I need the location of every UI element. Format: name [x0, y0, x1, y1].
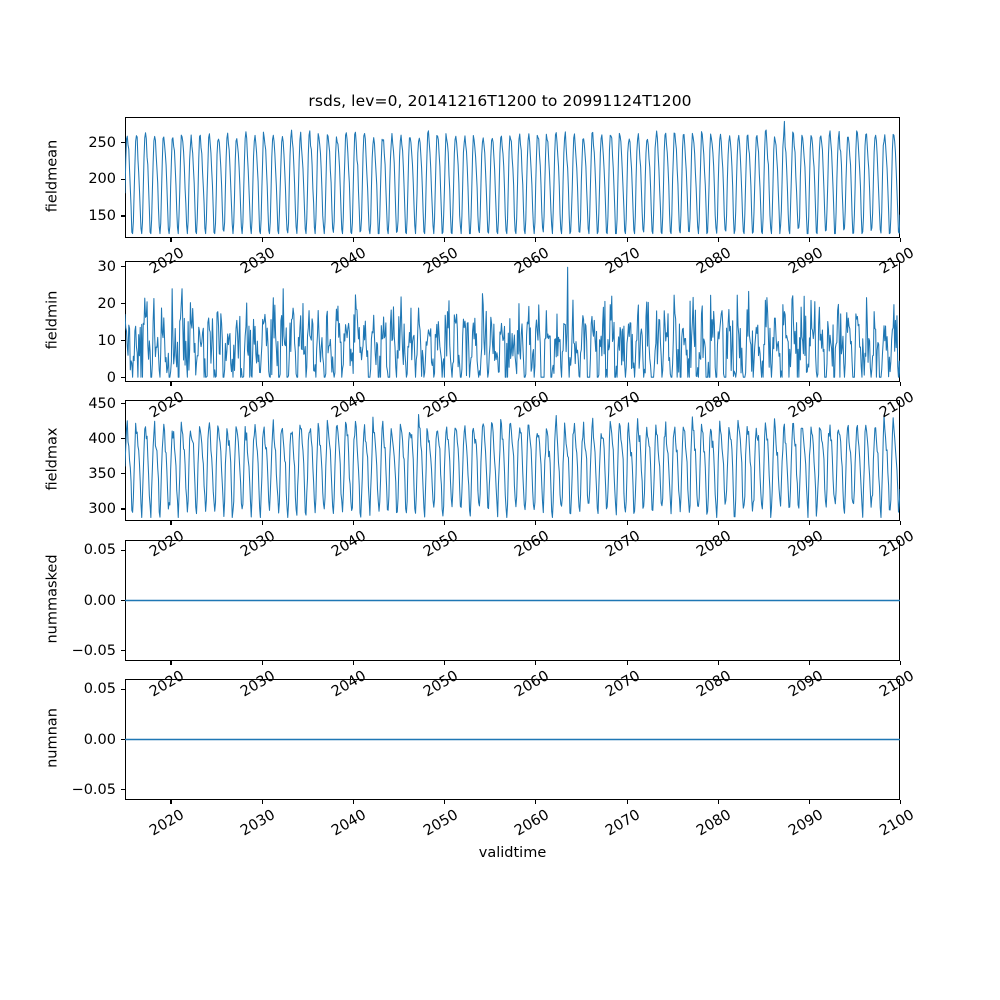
xtick-mark	[444, 800, 446, 804]
ytick-label: −0.05	[71, 642, 116, 659]
subplot-numnan	[125, 679, 900, 800]
ytick-label: 0.00	[83, 731, 116, 748]
ytick-label: 30	[97, 258, 116, 275]
ytick-label: −0.05	[71, 781, 116, 798]
xtick-mark	[809, 382, 811, 386]
ytick-label: 0.05	[83, 542, 116, 559]
xtick-mark	[809, 800, 811, 804]
xtick-mark	[444, 521, 446, 525]
xtick-mark	[717, 661, 719, 665]
xtick-mark	[809, 238, 811, 242]
xtick-label: 2090	[785, 807, 826, 840]
xtick-mark	[170, 661, 172, 665]
xtick-mark	[717, 382, 719, 386]
subplot-nummasked	[125, 540, 900, 661]
xtick-mark	[261, 521, 263, 525]
xtick-mark	[352, 800, 354, 804]
data-line-fieldmin	[125, 266, 900, 378]
ytick-label: 0	[106, 369, 116, 386]
xtick-label: 2040	[329, 807, 370, 840]
xtick-mark	[170, 382, 172, 386]
xtick-mark	[626, 800, 628, 804]
data-line-nummasked	[125, 599, 900, 602]
xtick-mark	[626, 238, 628, 242]
data-line-numnan	[125, 738, 900, 741]
y-axis-label-numnan: numnan	[44, 707, 60, 768]
axes-frame-fieldmax	[125, 400, 900, 521]
x-axis-label: validtime	[478, 845, 547, 861]
xtick-mark	[626, 661, 628, 665]
ytick-label: 0.00	[83, 592, 116, 609]
y-axis-label-nummasked: nummasked	[44, 553, 60, 644]
xtick-mark	[900, 800, 902, 804]
ytick-label: 20	[97, 295, 116, 312]
xtick-mark	[170, 238, 172, 242]
xtick-mark	[444, 238, 446, 242]
xtick-label: 2100	[876, 807, 917, 840]
subplot-fieldmin	[125, 261, 900, 382]
xtick-mark	[717, 800, 719, 804]
xtick-label: 2030	[238, 807, 279, 840]
ytick-label: 150	[88, 208, 116, 224]
xtick-mark	[170, 521, 172, 525]
xtick-label: 2080	[694, 807, 735, 840]
data-line-fieldmax	[125, 413, 900, 519]
ytick-label: 350	[88, 465, 116, 482]
y-axis-label-fieldmax: fieldmax	[44, 427, 60, 490]
xtick-mark	[352, 382, 354, 386]
xtick-mark	[352, 238, 354, 242]
xtick-mark	[626, 382, 628, 386]
xtick-mark	[900, 382, 902, 386]
xtick-mark	[444, 382, 446, 386]
y-axis-label-fieldmean: fieldmean	[44, 139, 60, 212]
xtick-label: 2060	[511, 807, 552, 840]
xtick-mark	[261, 661, 263, 665]
xtick-mark	[535, 661, 537, 665]
ytick-label: 400	[88, 430, 116, 447]
xtick-mark	[535, 238, 537, 242]
xtick-mark	[261, 382, 263, 386]
xtick-mark	[535, 521, 537, 525]
xtick-label: 2070	[603, 807, 644, 840]
ytick-label: 10	[97, 332, 116, 349]
ytick-label: 450	[88, 395, 116, 412]
xtick-mark	[809, 661, 811, 665]
y-axis-label-fieldmin: fieldmin	[44, 290, 60, 349]
xtick-mark	[352, 661, 354, 665]
xtick-mark	[900, 238, 902, 242]
xtick-mark	[900, 661, 902, 665]
subplot-fieldmax	[125, 400, 900, 521]
ytick-label: 250	[88, 134, 116, 151]
ytick-label: 0.05	[83, 681, 116, 698]
axes-frame-fieldmean	[125, 117, 900, 238]
xtick-mark	[535, 800, 537, 804]
ytick-label: 200	[88, 171, 116, 188]
xtick-mark	[626, 521, 628, 525]
xtick-mark	[261, 238, 263, 242]
data-line-fieldmean	[125, 120, 900, 235]
xtick-label: 2050	[420, 807, 461, 840]
xtick-mark	[444, 661, 446, 665]
ytick-label: 300	[88, 501, 116, 518]
xtick-mark	[535, 382, 537, 386]
xtick-mark	[900, 521, 902, 525]
xtick-mark	[717, 238, 719, 242]
subplot-fieldmean	[125, 117, 900, 238]
figure-title: rsds, lev=0, 20141216T1200 to 20991124T1…	[308, 92, 692, 110]
xtick-mark	[809, 521, 811, 525]
xtick-mark	[717, 521, 719, 525]
xtick-label: 2020	[147, 807, 187, 840]
xtick-mark	[352, 521, 354, 525]
xtick-mark	[170, 800, 172, 804]
xtick-mark	[261, 800, 263, 804]
